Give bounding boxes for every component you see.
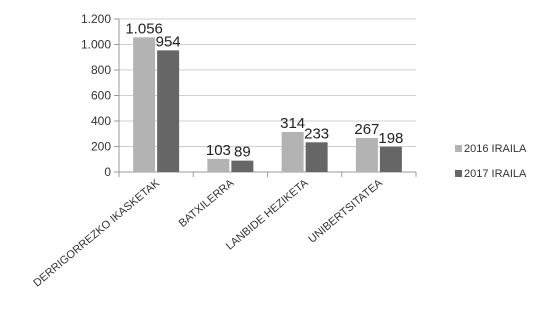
bar xyxy=(207,158,230,172)
bar xyxy=(157,50,180,172)
legend-swatch xyxy=(455,145,462,152)
bar xyxy=(305,142,328,172)
data-label: 103 xyxy=(206,142,231,159)
data-label: 198 xyxy=(378,130,403,147)
bar xyxy=(355,137,378,172)
bar xyxy=(281,131,304,172)
data-label: 954 xyxy=(156,33,181,50)
bar xyxy=(133,37,156,172)
data-label: 267 xyxy=(354,121,379,138)
legend-swatch xyxy=(455,170,462,177)
x-category-label: UNIBERTSITATEA xyxy=(306,177,385,246)
y-tick-label: 1.000 xyxy=(81,38,111,52)
bar xyxy=(231,160,254,172)
x-category-label: LANBIDE HEZIKETA xyxy=(224,177,311,253)
legend-label: 2016 IRAILA xyxy=(464,143,527,155)
data-label: 314 xyxy=(280,115,305,132)
y-tick-label: 400 xyxy=(91,114,111,128)
y-tick-label: 800 xyxy=(91,63,111,77)
bar xyxy=(379,146,402,172)
y-tick-label: 200 xyxy=(91,140,111,154)
y-tick-label: 1.200 xyxy=(81,12,111,26)
x-category-label: BATXILERRA xyxy=(177,177,237,230)
y-tick-label: 0 xyxy=(104,165,111,179)
data-label: 89 xyxy=(234,144,251,161)
data-label: 233 xyxy=(304,125,329,142)
y-tick-label: 600 xyxy=(91,89,111,103)
data-label: 1.056 xyxy=(125,20,163,37)
legend-label: 2017 IRAILA xyxy=(464,168,527,180)
x-category-label: DERRIGORREZKO IKASKETAK xyxy=(31,177,162,290)
